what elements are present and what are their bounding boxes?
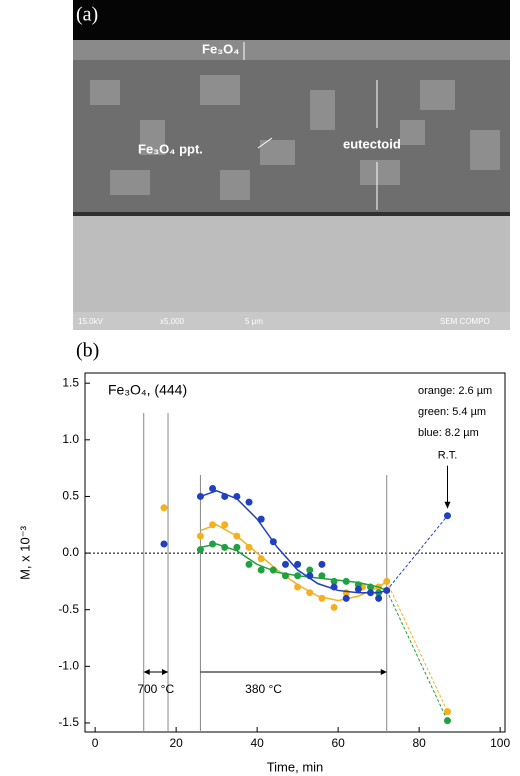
info-text: 5 μm	[245, 317, 263, 326]
panel-label: (b)	[76, 340, 99, 362]
data-point	[233, 492, 241, 500]
data-point	[245, 498, 253, 506]
data-point	[367, 583, 375, 591]
data-point	[294, 572, 302, 580]
annotation: R.T.	[438, 450, 458, 462]
data-point	[196, 492, 204, 500]
arrow	[257, 137, 273, 149]
mount	[73, 0, 510, 42]
data-point	[443, 512, 451, 520]
data-point	[257, 555, 265, 563]
data-point	[367, 589, 375, 597]
data-point	[294, 583, 302, 591]
legend-label: blue: 8.2 µm	[418, 427, 479, 439]
data-point	[375, 594, 383, 602]
data-point	[160, 504, 168, 512]
y-tick-label: -0.5	[58, 602, 79, 616]
annotation-arrow-head	[444, 501, 451, 509]
data-point	[257, 566, 265, 574]
info-text: x5,000	[160, 317, 185, 326]
data-point	[196, 532, 204, 540]
data-point	[294, 560, 302, 568]
x-tick-label: 20	[169, 736, 183, 750]
data-point	[196, 546, 204, 554]
magnetite-layer	[73, 40, 510, 62]
dashed-line	[386, 515, 448, 591]
legend-label: green: 5.4 µm	[418, 406, 486, 418]
y-tick-label: -1.0	[58, 658, 79, 672]
data-point	[221, 492, 229, 500]
range-arrow-head	[162, 669, 169, 675]
x-tick-label: 80	[412, 736, 426, 750]
data-point	[318, 560, 326, 568]
y-tick-label: 0.5	[62, 489, 79, 503]
data-point	[330, 603, 338, 611]
data-point	[318, 572, 326, 580]
y-tick-label: 1.0	[62, 432, 79, 446]
data-point	[306, 572, 314, 580]
annotation: 380 °C	[245, 682, 282, 696]
data-point	[318, 594, 326, 602]
data-point	[443, 717, 451, 725]
data-point	[221, 521, 229, 529]
x-tick-label: 40	[250, 736, 264, 750]
image-label: eutectoid	[343, 136, 401, 151]
x-tick-label: 60	[331, 736, 345, 750]
data-point	[443, 708, 451, 716]
range-arrow-head	[143, 669, 150, 675]
data-point	[281, 572, 289, 580]
data-point	[269, 566, 277, 574]
data-point	[306, 589, 314, 597]
data-point	[233, 543, 241, 551]
panel-label: (a)	[76, 4, 98, 26]
dashed-line	[386, 590, 448, 721]
precipitates	[90, 75, 500, 200]
data-point	[221, 543, 229, 551]
data-point	[383, 577, 391, 585]
x-tick-label: 0	[92, 736, 99, 750]
data-point	[160, 540, 168, 548]
data-point	[342, 577, 350, 585]
data-point	[281, 560, 289, 568]
image-label: Fe₃O₄	[202, 41, 240, 56]
data-point	[245, 560, 253, 568]
y-axis-label: M, x 10⁻³	[17, 525, 32, 579]
data-point	[342, 594, 350, 602]
info-text: 15.0kV	[78, 317, 104, 326]
y-tick-label: 0.0	[62, 545, 79, 559]
dashed-line	[386, 581, 448, 712]
chart-title: Fe₃O₄, (444)	[108, 382, 187, 398]
image-label: Fe₃O₄ ppt.	[138, 141, 203, 156]
y-tick-label: -1.5	[58, 715, 79, 729]
interface	[73, 212, 510, 216]
data-point	[209, 521, 217, 529]
range-arrow-head	[380, 669, 387, 675]
data-point	[330, 583, 338, 591]
data-point	[269, 538, 277, 546]
plot-frame	[84, 372, 506, 733]
data-point	[257, 515, 265, 523]
x-axis-label: Time, min	[267, 759, 324, 774]
legend-label: orange: 2.6 µm	[418, 385, 492, 397]
data-point	[306, 566, 314, 574]
info-text: SEM COMPO	[440, 317, 490, 326]
fit-line	[200, 489, 387, 594]
data-point	[383, 586, 391, 594]
data-point	[330, 577, 338, 585]
data-point	[233, 532, 241, 540]
sem-image: (a) Fe₃O₄ Fe₃O₄ ppt. eutectoid 15.0kV x5…	[73, 0, 510, 330]
data-point	[209, 540, 217, 548]
y-tick-label: 1.5	[62, 375, 79, 389]
data-point	[245, 543, 253, 551]
data-point	[354, 585, 362, 593]
x-tick-label: 100	[490, 736, 510, 750]
annotation: 700 °C	[137, 682, 174, 696]
info-bar	[73, 312, 510, 330]
data-point	[209, 485, 217, 493]
